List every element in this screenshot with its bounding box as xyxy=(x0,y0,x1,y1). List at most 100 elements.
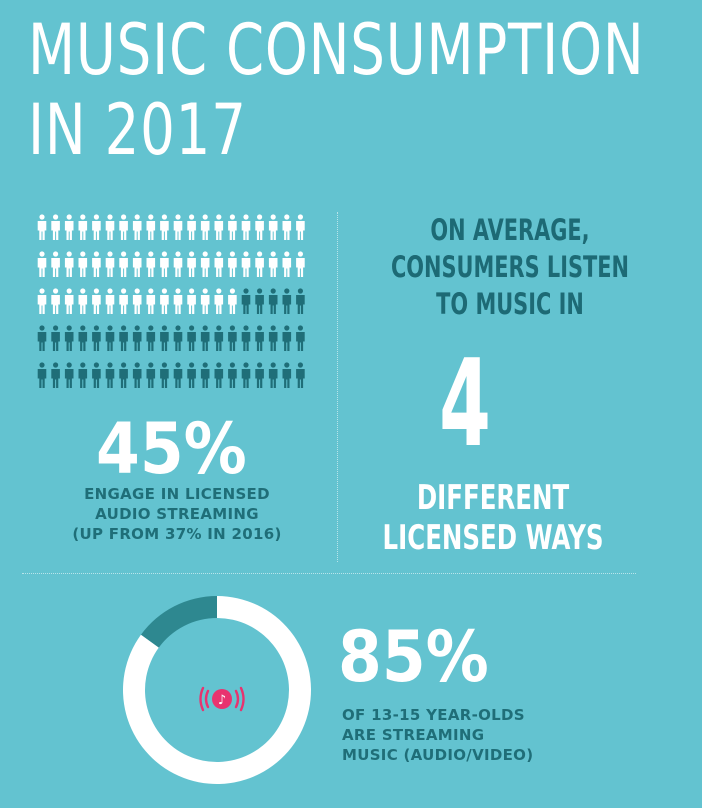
person-icon-highlighted xyxy=(241,325,251,351)
person-icon-highlighted xyxy=(241,362,251,388)
person-icon xyxy=(64,214,74,240)
person-icon xyxy=(119,288,128,314)
person-icon-highlighted xyxy=(173,362,183,388)
average-line: ON AVERAGE, xyxy=(430,213,590,247)
person-icon-highlighted xyxy=(119,362,128,388)
person-icon xyxy=(51,288,60,314)
ways-line: LICENSED WAYS xyxy=(382,518,604,558)
teen-streaming-caption: OF 13-15 YEAR-OLDS ARE STREAMING MUSIC (… xyxy=(342,705,533,765)
donut-chart: ♪ xyxy=(122,595,312,789)
person-icon xyxy=(187,251,196,277)
person-icon xyxy=(160,288,169,314)
person-icon xyxy=(173,214,183,240)
person-icon xyxy=(146,251,156,277)
title-line-1: MUSIC CONSUMPTION xyxy=(28,9,645,91)
person-icon-highlighted xyxy=(255,288,264,314)
person-icon xyxy=(92,214,101,240)
person-icon xyxy=(37,288,47,314)
person-icon xyxy=(51,251,60,277)
person-icon xyxy=(296,214,305,240)
person-icon xyxy=(78,214,88,240)
person-icon-highlighted xyxy=(214,325,224,351)
person-icon-highlighted xyxy=(296,288,305,314)
person-icon-highlighted xyxy=(255,325,264,351)
person-icon-highlighted xyxy=(255,362,264,388)
person-icon-highlighted xyxy=(64,362,74,388)
person-icon xyxy=(132,214,142,240)
person-icon-highlighted xyxy=(296,362,305,388)
person-icon-highlighted xyxy=(200,362,210,388)
person-icon xyxy=(78,251,88,277)
person-icon-highlighted xyxy=(241,288,251,314)
person-icon xyxy=(282,251,292,277)
person-icon xyxy=(214,288,224,314)
person-icon-highlighted xyxy=(228,325,237,351)
person-icon-highlighted xyxy=(51,362,60,388)
person-icon xyxy=(296,251,305,277)
person-icon-highlighted xyxy=(51,325,60,351)
person-icon-highlighted xyxy=(228,362,237,388)
person-icon-highlighted xyxy=(268,288,278,314)
person-icon-highlighted xyxy=(268,325,278,351)
caption-line: AUDIO STREAMING xyxy=(95,505,259,523)
person-icon-highlighted xyxy=(37,362,47,388)
donut-svg: ♪ xyxy=(123,596,311,784)
person-icon xyxy=(268,251,278,277)
person-icon xyxy=(214,251,224,277)
svg-text:♪: ♪ xyxy=(218,693,226,708)
person-icon xyxy=(119,251,128,277)
person-icon xyxy=(105,288,115,314)
person-icon-highlighted xyxy=(296,325,305,351)
person-icon-highlighted xyxy=(160,325,169,351)
person-icon-highlighted xyxy=(132,362,142,388)
people-grid xyxy=(37,214,305,388)
ways-line: DIFFERENT xyxy=(416,478,570,518)
person-icon-highlighted xyxy=(214,362,224,388)
donut-slice-not-streaming xyxy=(140,596,217,648)
title-line-2: IN 2017 xyxy=(28,89,247,171)
average-line: CONSUMERS LISTEN xyxy=(390,250,630,284)
person-icon-highlighted xyxy=(105,325,115,351)
caption-line: ENGAGE IN LICENSED xyxy=(84,485,270,503)
streaming-caption: ENGAGE IN LICENSED AUDIO STREAMING (UP F… xyxy=(42,484,312,544)
music-streaming-icon: ♪ xyxy=(199,686,245,712)
person-icon-highlighted xyxy=(187,362,196,388)
person-icon xyxy=(228,251,237,277)
person-icon xyxy=(105,251,115,277)
person-icon-highlighted xyxy=(282,288,292,314)
person-icon xyxy=(64,288,74,314)
ways-count: 4 xyxy=(439,335,491,474)
person-icon xyxy=(187,214,196,240)
person-icon xyxy=(132,251,142,277)
person-icon-highlighted xyxy=(105,362,115,388)
teen-streaming-percent: 85% xyxy=(338,616,489,698)
person-icon xyxy=(255,251,264,277)
person-icon-highlighted xyxy=(92,362,101,388)
person-icon xyxy=(173,288,183,314)
pictogram-chart xyxy=(36,214,316,394)
person-icon-highlighted xyxy=(146,362,156,388)
average-line: TO MUSIC IN xyxy=(436,287,584,321)
caption-line: (UP FROM 37% IN 2016) xyxy=(72,525,282,543)
streaming-percent: 45% xyxy=(96,408,247,490)
person-icon xyxy=(241,251,251,277)
person-icon xyxy=(146,214,156,240)
vertical-divider xyxy=(337,212,338,562)
person-icon-highlighted xyxy=(173,325,183,351)
caption-line: MUSIC (AUDIO/VIDEO) xyxy=(342,746,534,764)
person-icon-highlighted xyxy=(78,325,88,351)
person-icon-highlighted xyxy=(119,325,128,351)
person-icon xyxy=(200,288,210,314)
person-icon-highlighted xyxy=(146,325,156,351)
caption-line: ARE STREAMING xyxy=(342,726,485,744)
person-icon xyxy=(132,288,142,314)
person-icon xyxy=(105,214,115,240)
person-icon xyxy=(241,214,251,240)
person-icon xyxy=(160,214,169,240)
horizontal-divider xyxy=(22,573,636,574)
page-title: MUSIC CONSUMPTION IN 2017 xyxy=(28,10,644,170)
person-icon xyxy=(51,214,60,240)
person-icon xyxy=(37,214,47,240)
person-icon-highlighted xyxy=(160,362,169,388)
person-icon xyxy=(37,251,47,277)
